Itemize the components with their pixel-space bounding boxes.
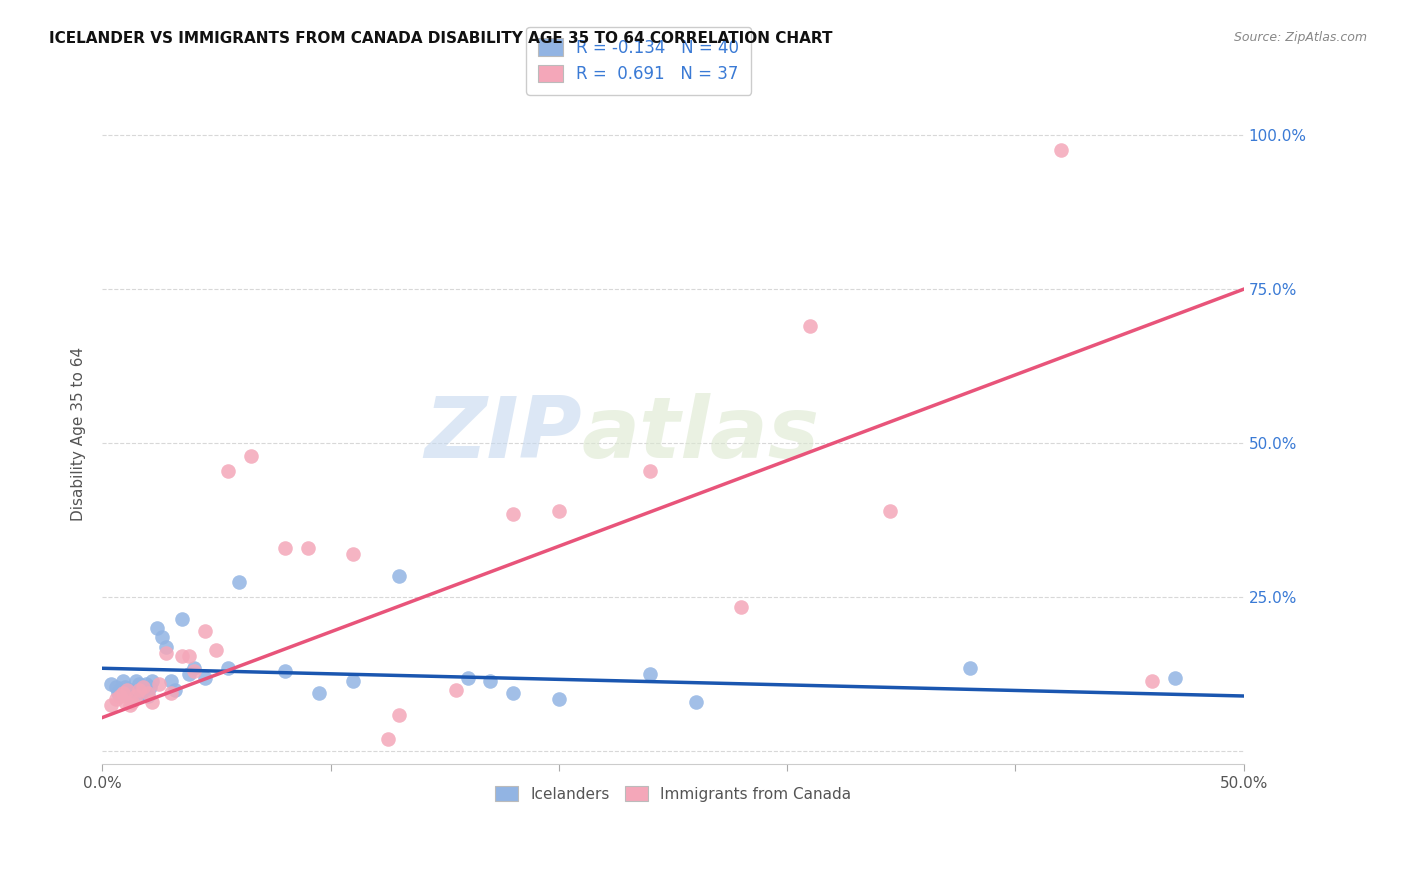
Point — [121, 692, 143, 706]
Point — [117, 686, 139, 700]
Point — [194, 624, 217, 639]
Text: ZIP: ZIP — [425, 392, 582, 475]
Point — [1050, 144, 1073, 158]
Point — [100, 676, 122, 690]
Point — [128, 682, 150, 697]
Point — [146, 621, 169, 635]
Point — [217, 661, 239, 675]
Point — [111, 686, 134, 700]
Point — [135, 676, 157, 690]
Point — [118, 682, 141, 697]
Point — [128, 676, 150, 690]
Point — [388, 569, 411, 583]
Point — [879, 504, 901, 518]
Point — [638, 667, 661, 681]
Point — [239, 449, 262, 463]
Point — [342, 547, 364, 561]
Point — [107, 686, 129, 700]
Point — [125, 689, 148, 703]
Point — [111, 673, 134, 688]
Point — [172, 612, 194, 626]
Point — [148, 676, 170, 690]
Point — [194, 671, 217, 685]
Point — [799, 319, 821, 334]
Text: atlas: atlas — [582, 392, 820, 475]
Point — [342, 673, 364, 688]
Point — [139, 680, 162, 694]
Point — [121, 695, 143, 709]
Point — [129, 686, 152, 700]
Point — [110, 689, 132, 703]
Point — [104, 680, 127, 694]
Point — [217, 464, 239, 478]
Point — [141, 673, 163, 688]
Point — [274, 541, 297, 555]
Point — [730, 599, 752, 614]
Point — [136, 689, 159, 703]
Point — [132, 680, 155, 694]
Point — [100, 698, 122, 713]
Point — [479, 673, 502, 688]
Text: Source: ZipAtlas.com: Source: ZipAtlas.com — [1233, 31, 1367, 45]
Point — [165, 682, 187, 697]
Point — [297, 541, 319, 555]
Point — [114, 680, 136, 694]
Point — [547, 692, 569, 706]
Point — [547, 504, 569, 518]
Legend: Icelanders, Immigrants from Canada: Icelanders, Immigrants from Canada — [484, 775, 862, 813]
Point — [125, 673, 148, 688]
Point — [183, 665, 205, 679]
Point — [274, 665, 297, 679]
Point — [177, 667, 200, 681]
Point — [444, 682, 467, 697]
Point — [159, 686, 181, 700]
Point — [502, 507, 524, 521]
Point — [172, 648, 194, 663]
Point — [110, 682, 132, 697]
Point — [228, 574, 250, 589]
Point — [104, 692, 127, 706]
Point — [457, 671, 479, 685]
Point — [155, 646, 177, 660]
Point — [114, 695, 136, 709]
Y-axis label: Disability Age 35 to 64: Disability Age 35 to 64 — [72, 347, 86, 521]
Point — [959, 661, 981, 675]
Point — [155, 640, 177, 654]
Point — [177, 648, 200, 663]
Point — [141, 695, 163, 709]
Point — [1142, 673, 1164, 688]
Point — [136, 686, 159, 700]
Point — [308, 686, 330, 700]
Text: ICELANDER VS IMMIGRANTS FROM CANADA DISABILITY AGE 35 TO 64 CORRELATION CHART: ICELANDER VS IMMIGRANTS FROM CANADA DISA… — [49, 31, 832, 46]
Point — [132, 682, 155, 697]
Point — [183, 661, 205, 675]
Point — [159, 673, 181, 688]
Point — [1164, 671, 1187, 685]
Point — [377, 732, 399, 747]
Point — [685, 695, 707, 709]
Point — [150, 631, 173, 645]
Point — [388, 707, 411, 722]
Point — [118, 698, 141, 713]
Point — [205, 642, 228, 657]
Point — [502, 686, 524, 700]
Point — [638, 464, 661, 478]
Point — [117, 682, 139, 697]
